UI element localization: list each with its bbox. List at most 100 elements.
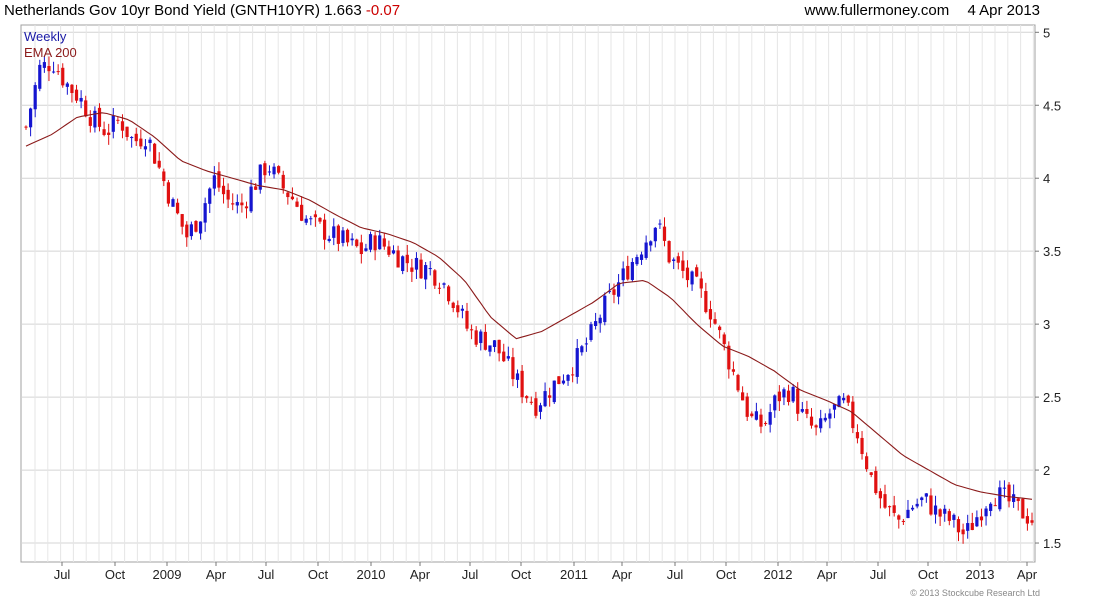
candle-body bbox=[750, 413, 754, 417]
candle-body bbox=[933, 505, 938, 515]
change-value: -0.07 bbox=[365, 2, 401, 19]
candle-body bbox=[897, 515, 901, 520]
candle-body bbox=[915, 503, 919, 507]
x-tick-label: Apr bbox=[410, 567, 431, 582]
legend-ema: EMA 200 bbox=[24, 45, 77, 60]
candle-body bbox=[203, 203, 207, 223]
candle-body bbox=[368, 234, 373, 250]
candle-body bbox=[217, 171, 221, 188]
candle-body bbox=[483, 331, 487, 350]
candle-body bbox=[722, 334, 726, 345]
candle-body bbox=[520, 370, 524, 398]
candle-body bbox=[929, 495, 933, 515]
x-tick-label: Oct bbox=[105, 567, 126, 582]
candle-body bbox=[300, 204, 304, 221]
candle-body bbox=[1012, 494, 1016, 502]
x-tick-label: Jul bbox=[258, 567, 275, 582]
candle-body bbox=[970, 522, 974, 531]
candle-body bbox=[699, 278, 703, 289]
candle-body bbox=[373, 235, 377, 251]
candle-body bbox=[727, 345, 731, 370]
y-tick-label: 3 bbox=[1043, 317, 1050, 332]
candle-body bbox=[741, 392, 745, 401]
candle-body bbox=[1016, 498, 1020, 502]
candle-body bbox=[125, 126, 129, 137]
candle-body bbox=[786, 390, 791, 403]
candle-body bbox=[809, 416, 814, 426]
candle-body bbox=[1021, 498, 1025, 519]
candle-body bbox=[378, 235, 382, 250]
candle-body bbox=[548, 395, 552, 398]
candle-body bbox=[33, 85, 37, 110]
candle-body bbox=[594, 321, 598, 326]
candle-body bbox=[695, 267, 699, 277]
candle-body bbox=[979, 516, 984, 521]
candle-body bbox=[194, 220, 198, 232]
y-tick-label: 4 bbox=[1043, 171, 1050, 186]
candle-body bbox=[350, 238, 354, 241]
candle-body bbox=[777, 391, 781, 402]
candle-body bbox=[943, 508, 947, 514]
y-axis: 1.5 2 2.5 3 3.5 4 4.5 5 bbox=[1035, 25, 1061, 551]
x-tick-label: Apr bbox=[1017, 567, 1038, 582]
candle-body bbox=[571, 374, 575, 376]
candle-body bbox=[185, 224, 189, 238]
candle-body bbox=[327, 238, 331, 242]
candle-body bbox=[961, 529, 965, 535]
candle-body bbox=[102, 129, 106, 135]
candle-body bbox=[791, 386, 795, 402]
candle-body bbox=[993, 505, 997, 507]
candle-body bbox=[116, 119, 120, 121]
candle-body bbox=[143, 146, 148, 150]
candle-body bbox=[497, 339, 501, 354]
candle-body bbox=[626, 265, 630, 280]
candle-body bbox=[855, 432, 860, 439]
candle-body bbox=[433, 270, 437, 286]
candle-body bbox=[635, 257, 639, 265]
candle-body bbox=[887, 506, 892, 508]
candle-body bbox=[612, 289, 616, 295]
candle-body bbox=[51, 71, 56, 73]
candle-body bbox=[414, 257, 419, 270]
candle-body bbox=[120, 121, 125, 131]
chart-title-line: Netherlands Gov 10yr Bond Yield (GNTH10Y… bbox=[4, 2, 400, 19]
candle-body bbox=[832, 404, 837, 410]
candle-body bbox=[322, 219, 327, 240]
candle-body bbox=[171, 199, 175, 207]
candle-body bbox=[975, 517, 979, 527]
candle-body bbox=[552, 380, 556, 403]
candle-body bbox=[295, 201, 299, 207]
copyright: © 2013 Stockcube Research Ltd bbox=[910, 588, 1040, 598]
candle-body bbox=[231, 203, 235, 205]
candle-body bbox=[175, 202, 180, 214]
candle-body bbox=[460, 308, 464, 311]
candle-series bbox=[24, 56, 1034, 544]
candle-body bbox=[952, 514, 956, 520]
candle-body bbox=[782, 389, 786, 398]
candle-body bbox=[800, 409, 804, 412]
candle-body bbox=[42, 62, 46, 68]
candle-body bbox=[70, 84, 74, 94]
y-tick-label: 3.5 bbox=[1043, 244, 1061, 259]
x-tick-label: 2013 bbox=[966, 567, 995, 582]
x-tick-label: Jul bbox=[870, 567, 887, 582]
candle-body bbox=[759, 414, 763, 427]
candle-body bbox=[837, 396, 841, 408]
candle-body bbox=[1025, 516, 1030, 524]
candle-body bbox=[405, 254, 409, 264]
candle-body bbox=[561, 380, 566, 384]
source-link[interactable]: www.fullermoney.com bbox=[804, 2, 950, 19]
candle-body bbox=[437, 287, 442, 289]
legend-weekly: Weekly bbox=[24, 29, 67, 44]
candle-body bbox=[621, 268, 625, 281]
candle-body bbox=[235, 202, 239, 206]
candle-body bbox=[93, 110, 97, 128]
y-tick-label: 1.5 bbox=[1043, 536, 1061, 551]
candle-body bbox=[38, 64, 42, 89]
candle-body bbox=[805, 409, 809, 414]
candle-body bbox=[157, 160, 161, 168]
x-tick-label: Apr bbox=[612, 567, 633, 582]
candle-body bbox=[865, 456, 869, 470]
candle-body bbox=[492, 340, 497, 348]
